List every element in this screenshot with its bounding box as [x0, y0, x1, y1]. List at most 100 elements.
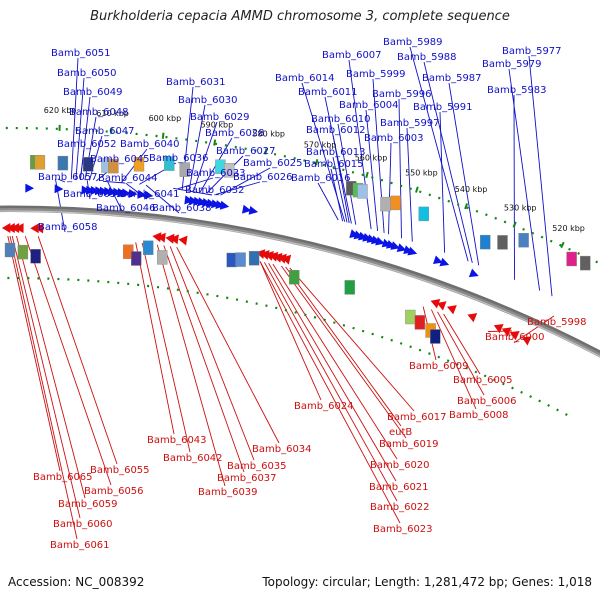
forward-gene-arrow — [54, 184, 64, 194]
gene-label: Bamb_6050 — [57, 68, 117, 79]
leader-line — [37, 236, 118, 465]
gene-label: Bamb_6014 — [275, 73, 335, 84]
gene-label: Bamb_6044 — [98, 173, 158, 184]
feature-block — [164, 156, 175, 171]
forward-gene-arrow — [375, 236, 385, 246]
feature-block — [418, 206, 429, 222]
gene-label: Bamb_6008 — [449, 410, 509, 421]
leader-line — [448, 82, 480, 266]
gene-label: Bamb_6058 — [38, 222, 98, 233]
forward-gene-arrow — [103, 186, 113, 196]
feature-block — [289, 270, 300, 285]
tick-label: 540 kbp — [455, 185, 488, 194]
tick-label: 550 kbp — [405, 168, 438, 177]
feature-block — [518, 232, 529, 248]
gene-label: Bamb_5998 — [527, 317, 587, 328]
reverse-gene-arrow — [152, 232, 162, 243]
gene-label: Bamb_6009 — [409, 361, 469, 372]
leader-line — [107, 181, 124, 214]
feature-block — [430, 329, 441, 344]
gene-label: Bamb_6026 — [233, 172, 293, 183]
leader-line — [406, 127, 413, 242]
leader-line — [79, 148, 85, 180]
tick-label: 570 kbp — [304, 141, 337, 150]
leader-line — [330, 168, 344, 222]
gene-labels: Bamb_6051 Bamb_6050 Bamb_6049 Bamb_6048 Bamb… — [33, 37, 587, 551]
gene-label: Bamb_5987 — [422, 73, 482, 84]
reverse-gene-arrow — [30, 223, 39, 234]
map-title: Burkholderia cepacia AMMD chromosome 3, … — [90, 9, 510, 24]
leader-line — [57, 178, 66, 183]
leader-line — [437, 311, 485, 396]
reverse-gene-arrow — [277, 253, 287, 264]
leader-line — [156, 244, 226, 487]
backbone-highlight — [0, 210, 600, 358]
gene-label: Bamb_6034 — [252, 444, 312, 455]
tick-mark — [213, 139, 217, 146]
leader-line — [163, 245, 245, 473]
feature-block — [226, 252, 237, 268]
feature-block — [248, 250, 260, 266]
reverse-gene-arrow — [467, 313, 478, 323]
leader-line — [324, 96, 352, 224]
gene-label: Bamb_6039 — [198, 487, 258, 498]
forward-gene-arrow — [85, 185, 95, 195]
leader-lines — [7, 46, 555, 540]
forward-gene-arrow — [128, 189, 138, 198]
gene-label: Bamb_6049 — [63, 87, 123, 98]
gene-label: Bamb_5997 — [380, 118, 440, 129]
gene-label: Bamb_6027 — [216, 146, 276, 157]
reverse-gene-arrow — [260, 250, 270, 260]
leader-line — [388, 142, 392, 235]
reverse-gene-arrow — [264, 251, 274, 261]
forward-gene-arrow — [407, 246, 418, 256]
leader-line — [188, 104, 206, 191]
reverse-gene-arrow — [268, 251, 279, 262]
gene-label: Bamb_6036 — [149, 153, 209, 164]
leader-line — [285, 266, 402, 427]
gene-label: Bamb_6003 — [364, 133, 424, 144]
feature-block — [380, 196, 391, 212]
leader-line — [398, 98, 402, 239]
accession-text: Accession: NC_008392 — [8, 575, 145, 589]
leader-line — [89, 135, 103, 181]
feature-block — [57, 155, 69, 171]
feature-block — [130, 251, 142, 266]
gene-label: eutB — [389, 427, 412, 438]
reverse-gene-arrow — [436, 301, 447, 311]
reverse-gene-arrow — [273, 252, 283, 263]
leader-line — [176, 246, 280, 444]
feature-block — [580, 255, 591, 271]
leader-line — [141, 242, 191, 453]
leader-line — [215, 181, 261, 195]
tick-mark — [264, 148, 268, 155]
forward-gene-arrow — [81, 185, 91, 195]
leader-line — [193, 121, 218, 192]
reverse-gene-arrow — [430, 299, 441, 309]
leader-line — [259, 261, 401, 524]
tick-mark — [560, 241, 565, 249]
gene-label: Bamb_6020 — [370, 460, 430, 471]
leader-line — [24, 235, 112, 486]
feature-block — [142, 240, 154, 255]
gene-label: Bamb_5996 — [372, 89, 432, 100]
leader-line — [259, 261, 322, 401]
gene-label: Bamb_6032 — [185, 185, 245, 196]
leader-line — [332, 156, 348, 223]
forward-gene-arrow — [206, 198, 216, 208]
forward-gene-arrow — [219, 200, 230, 210]
gene-label: Bamb_5979 — [482, 59, 542, 70]
tick-label: 600 kbp — [149, 114, 182, 123]
leader-line — [145, 184, 180, 214]
feature-block — [108, 158, 119, 174]
tick-mark — [161, 132, 165, 139]
feature-block — [179, 162, 191, 177]
gene-label: Bamb_6005 — [453, 375, 513, 386]
gene-label: Bamb_6060 — [53, 519, 113, 530]
forward-gene-arrow — [439, 257, 450, 267]
forward-gene-arrow — [197, 197, 207, 207]
feature-block — [17, 244, 29, 260]
feature-block — [390, 195, 401, 211]
leader-line — [289, 267, 415, 412]
